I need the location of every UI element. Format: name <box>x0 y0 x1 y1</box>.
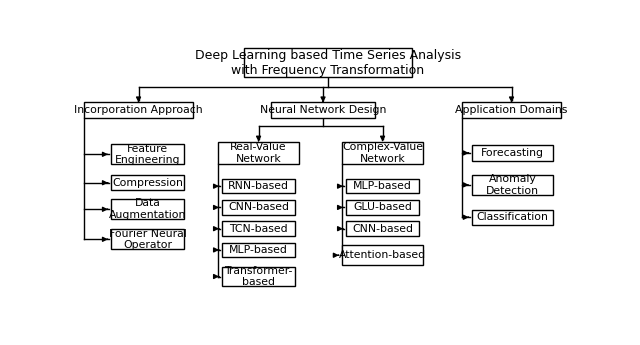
FancyBboxPatch shape <box>222 243 295 257</box>
Text: Compression: Compression <box>112 178 183 188</box>
FancyBboxPatch shape <box>111 199 184 219</box>
Text: Transformer-
based: Transformer- based <box>225 266 292 287</box>
Text: Anomaly
Detection: Anomaly Detection <box>486 174 539 196</box>
Text: Forecasting: Forecasting <box>481 148 544 158</box>
FancyBboxPatch shape <box>472 209 554 225</box>
Text: TCN-based: TCN-based <box>229 224 288 234</box>
Text: CNN-based: CNN-based <box>352 224 413 234</box>
FancyBboxPatch shape <box>472 145 554 161</box>
Text: RNN-based: RNN-based <box>228 181 289 191</box>
FancyBboxPatch shape <box>222 267 295 286</box>
Text: Application Domains: Application Domains <box>455 106 568 116</box>
Text: Classification: Classification <box>477 212 548 222</box>
FancyBboxPatch shape <box>218 142 300 164</box>
FancyBboxPatch shape <box>222 179 295 194</box>
Text: Neural Network Design: Neural Network Design <box>260 106 386 116</box>
Text: Real-Value
Network: Real-Value Network <box>230 142 287 164</box>
FancyBboxPatch shape <box>342 245 424 265</box>
FancyBboxPatch shape <box>111 175 184 190</box>
Text: Incorporation Approach: Incorporation Approach <box>74 106 203 116</box>
Text: MLP-based: MLP-based <box>353 181 412 191</box>
Text: MLP-based: MLP-based <box>229 245 288 255</box>
FancyBboxPatch shape <box>271 102 375 118</box>
Text: Deep Learning based Time Series Analysis
with Frequency Transformation: Deep Learning based Time Series Analysis… <box>195 49 461 77</box>
Text: CNN-based: CNN-based <box>228 203 289 213</box>
Text: Complex-Value
Network: Complex-Value Network <box>342 142 423 164</box>
FancyBboxPatch shape <box>472 175 554 195</box>
FancyBboxPatch shape <box>346 179 419 194</box>
FancyBboxPatch shape <box>346 200 419 215</box>
Text: GLU-based: GLU-based <box>353 203 412 213</box>
Text: Attention-based: Attention-based <box>339 250 426 260</box>
Text: Data
Augmentation: Data Augmentation <box>109 198 186 220</box>
Text: Fourier Neural
Operator: Fourier Neural Operator <box>109 228 186 250</box>
FancyBboxPatch shape <box>346 221 419 236</box>
FancyBboxPatch shape <box>111 229 184 249</box>
FancyBboxPatch shape <box>222 200 295 215</box>
FancyBboxPatch shape <box>342 142 424 164</box>
Text: Feature
Engineering: Feature Engineering <box>115 144 180 165</box>
FancyBboxPatch shape <box>222 221 295 236</box>
FancyBboxPatch shape <box>84 102 193 118</box>
FancyBboxPatch shape <box>111 144 184 164</box>
FancyBboxPatch shape <box>244 48 412 77</box>
FancyBboxPatch shape <box>462 102 561 118</box>
